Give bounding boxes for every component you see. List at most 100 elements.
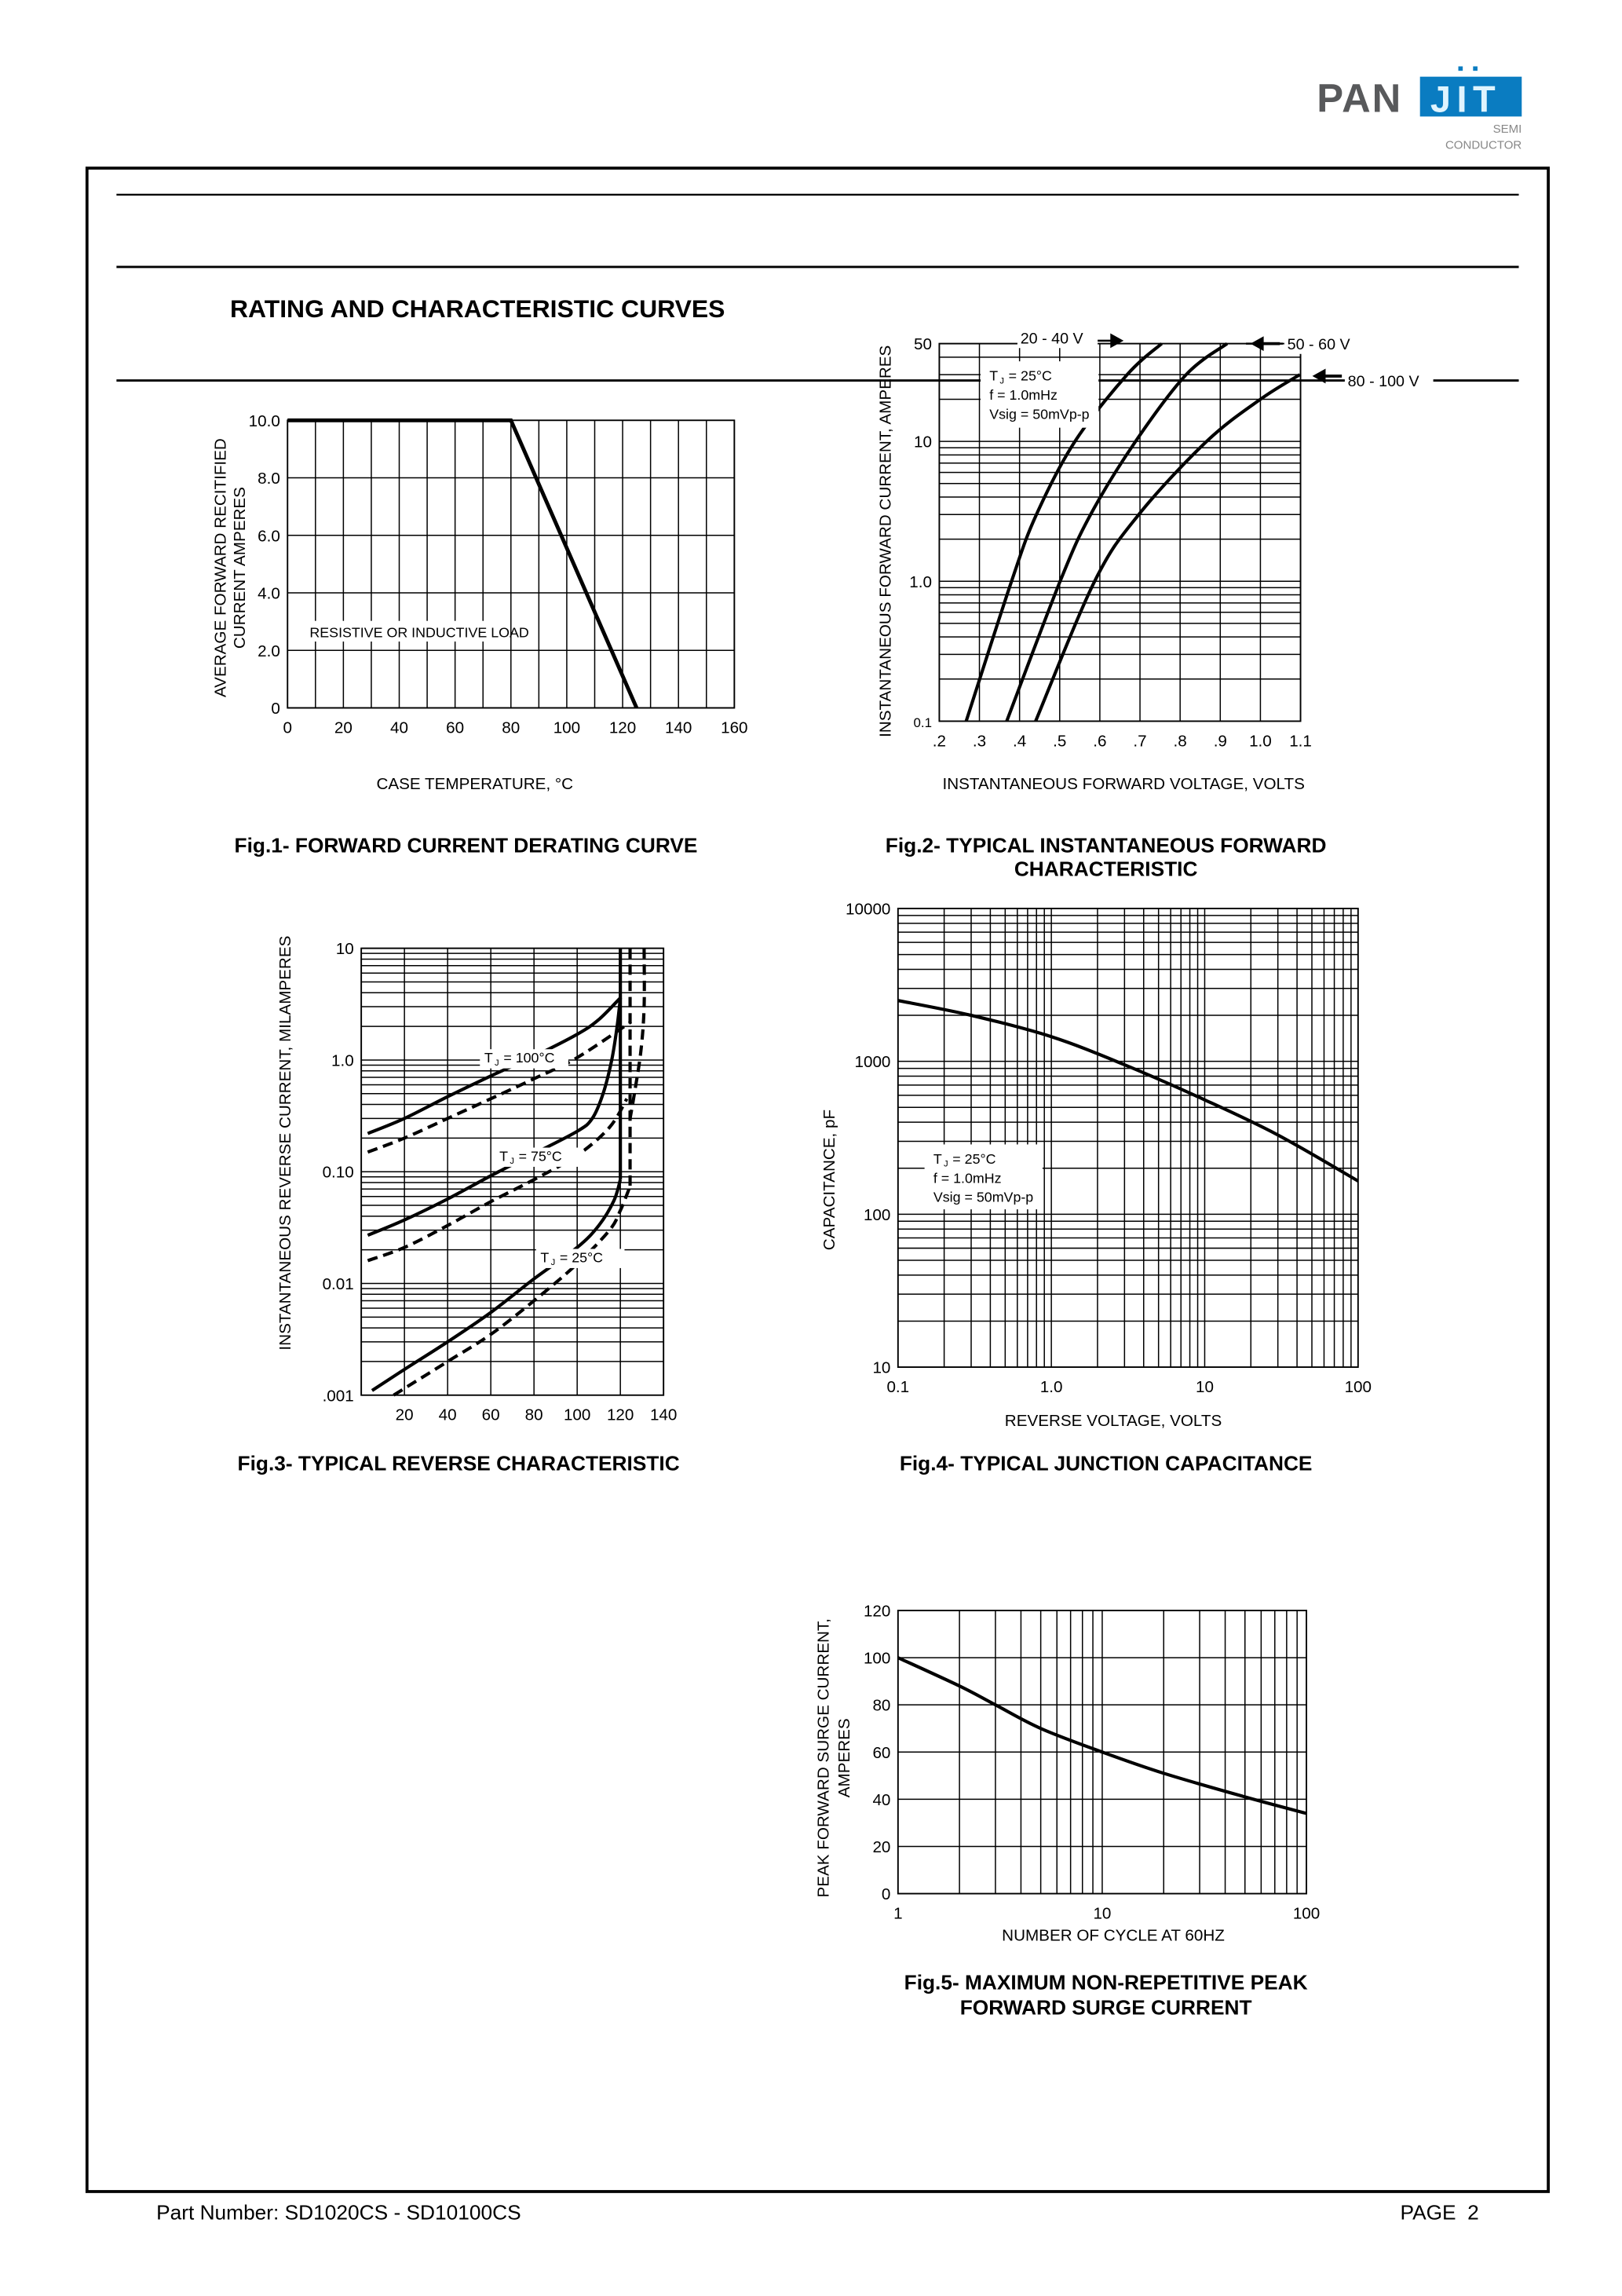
- fig2-ylabel: INSTANTANEOUS FORWARD CURRENT, AMPERES: [876, 345, 894, 737]
- x-tick-label: 40: [439, 1406, 457, 1424]
- panjit-logo: PAN JIT SEMI CONDUCTOR: [1317, 66, 1522, 152]
- x-tick-label: 40: [390, 718, 408, 737]
- fig1-ylabel-line1: AVERAGE FORWARD RECITIFIED: [211, 438, 229, 697]
- logo-dot: [1458, 66, 1463, 71]
- y-tick-label: 1000: [854, 1053, 890, 1071]
- legend-line: f = 1.0mHz: [989, 387, 1058, 403]
- y-tick-label: 60: [872, 1744, 890, 1762]
- x-tick-label: 20: [396, 1406, 414, 1424]
- logo-blue-box: [1419, 76, 1522, 117]
- x-tick-label: .3: [973, 732, 986, 750]
- y-tick-label: 20: [872, 1838, 890, 1856]
- x-tick-label: 10: [1196, 1378, 1214, 1396]
- x-tick-label: 0: [283, 718, 292, 737]
- fig4-xlabel: REVERSE VOLTAGE, VOLTS: [1005, 1412, 1222, 1430]
- series-curve-0: [897, 999, 1359, 1183]
- series-curve-0: [897, 1656, 1307, 1815]
- series-label-bg: [1017, 328, 1098, 349]
- label-bg: [480, 1049, 568, 1069]
- y-tick-label: 8.0: [258, 470, 280, 488]
- y-tick-label: .001: [323, 1387, 354, 1405]
- x-tick-label: 1: [893, 1905, 902, 1923]
- y-tick-label: 0.01: [323, 1275, 354, 1293]
- arrow-left-icon: [1250, 336, 1264, 352]
- x-tick-label: .5: [1053, 732, 1066, 750]
- fig2-caption-line2: CHARACTERISTIC: [1014, 857, 1198, 881]
- y-tick-label: 10: [914, 433, 932, 452]
- page-title: RATING AND CHARACTERISTIC CURVES: [230, 294, 725, 323]
- x-tick-label: 120: [609, 718, 636, 737]
- logo-semi: SEMI: [1493, 122, 1522, 136]
- logo-jit: JIT: [1430, 79, 1501, 120]
- legend-box: [980, 361, 1099, 428]
- x-tick-label: .4: [1013, 732, 1026, 750]
- y-tick-label: 10.0: [249, 412, 280, 430]
- series-curve-6: [393, 1188, 631, 1397]
- fig1-ylabel-line2: CURRENT AMPERES: [231, 487, 249, 649]
- logo-dot: [1473, 66, 1478, 71]
- tj-symbol: T: [933, 1151, 942, 1167]
- y-tick-label: 120: [864, 1602, 890, 1620]
- tj-symbol: T: [484, 1050, 493, 1066]
- x-tick-label: 120: [607, 1406, 634, 1424]
- x-tick-label: .7: [1133, 732, 1146, 750]
- y-tick-label: 50: [914, 335, 932, 353]
- y-tick-label: 80: [872, 1697, 890, 1715]
- tj-value: = 75°C: [519, 1148, 562, 1164]
- fig5-caption-line1: Fig.5- MAXIMUM NON-REPETITIVE PEAK: [904, 1971, 1308, 1994]
- y-tick-label: 4.0: [258, 585, 280, 603]
- series-20-40-: [964, 342, 1164, 722]
- x-tick-label: 100: [564, 1406, 590, 1424]
- x-tick-label: 140: [650, 1406, 677, 1424]
- page-border: [85, 166, 1550, 2193]
- series-curve-8: [628, 948, 646, 1119]
- fig5-caption-line2: FORWARD SURGE CURRENT: [960, 1996, 1252, 2020]
- series-80-100-: [1034, 373, 1301, 722]
- series-label-bg: [1344, 371, 1434, 391]
- fig5-chart: 1 10 100 0 20 40 60 80 100 120: [864, 1602, 1320, 1922]
- tj-value: = 25°C: [952, 1151, 995, 1167]
- x-tick-label: 100: [1293, 1905, 1320, 1923]
- x-tick-label: .8: [1174, 732, 1187, 750]
- plot-frame: [360, 947, 665, 1396]
- y-tick-label: 40: [872, 1791, 890, 1809]
- series-50-60-: [1005, 342, 1229, 722]
- series-curve-4: [367, 1020, 633, 1154]
- y-tick-label: 100: [864, 1650, 890, 1668]
- y-tick-label: 0: [882, 1885, 890, 1903]
- tj-subscript: J: [999, 376, 1004, 386]
- fig4-legend: T J = 25°C f = 1.0mHz Vsig = 50mVp-p: [924, 1144, 1043, 1210]
- plot-frame: [897, 1610, 1308, 1895]
- x-tick-label: 100: [1345, 1378, 1372, 1396]
- fig1-chart: 0 20 40 60 80 100 120 140 160 0 2.0 4.0 6.0 8.0 10.0: [249, 412, 748, 737]
- y-tick-label: 10: [872, 1359, 890, 1377]
- fig4-ylabel: CAPACITANCE, pF: [820, 1110, 838, 1250]
- fig4-chart: 0.1 1.0 10 100 10 100 1000 10000: [846, 900, 1372, 1396]
- legend-line: Vsig = 50mVp-p: [933, 1190, 1033, 1205]
- tj-subscript: J: [510, 1157, 514, 1166]
- fig2-caption-line1: Fig.2- TYPICAL INSTANTANEOUS FORWARD: [886, 834, 1327, 857]
- legend-box: [924, 1144, 1043, 1210]
- fig3-ylabel: INSTANTANEOUS REVERSE CURRENT, MILAMPERE…: [276, 936, 294, 1351]
- label-bg: [495, 1147, 584, 1167]
- y-tick-label: 0.1: [914, 715, 932, 730]
- fig5-ylabel-line1: PEAK FORWARD SURGE CURRENT,: [815, 1618, 833, 1898]
- x-tick-label: 10: [1093, 1905, 1111, 1923]
- y-tick-label: 1.0: [331, 1051, 354, 1069]
- y-tick-label: 0.10: [323, 1164, 354, 1182]
- tj-value: = 25°C: [1009, 368, 1052, 384]
- tj-value: = 100°C: [503, 1050, 554, 1066]
- x-tick-label: 1.1: [1289, 732, 1312, 750]
- label-bg: [535, 1249, 625, 1268]
- charts: 0 20 40 60 80 100 120 140 16002.04.06.08.010.0.2…: [249, 335, 1372, 1922]
- x-tick-label: 140: [665, 718, 692, 737]
- series-label: 80 - 100 V: [1348, 373, 1420, 390]
- arrow-right-icon: [1110, 333, 1124, 349]
- fig1-annotation-bg: [303, 620, 510, 642]
- x-tick-label: 100: [553, 718, 580, 737]
- fig5-xlabel: NUMBER OF CYCLE AT 60HZ: [1002, 1927, 1225, 1945]
- x-tick-label: .2: [933, 732, 946, 750]
- footer-page-number: PAGE 2: [1401, 2201, 1479, 2225]
